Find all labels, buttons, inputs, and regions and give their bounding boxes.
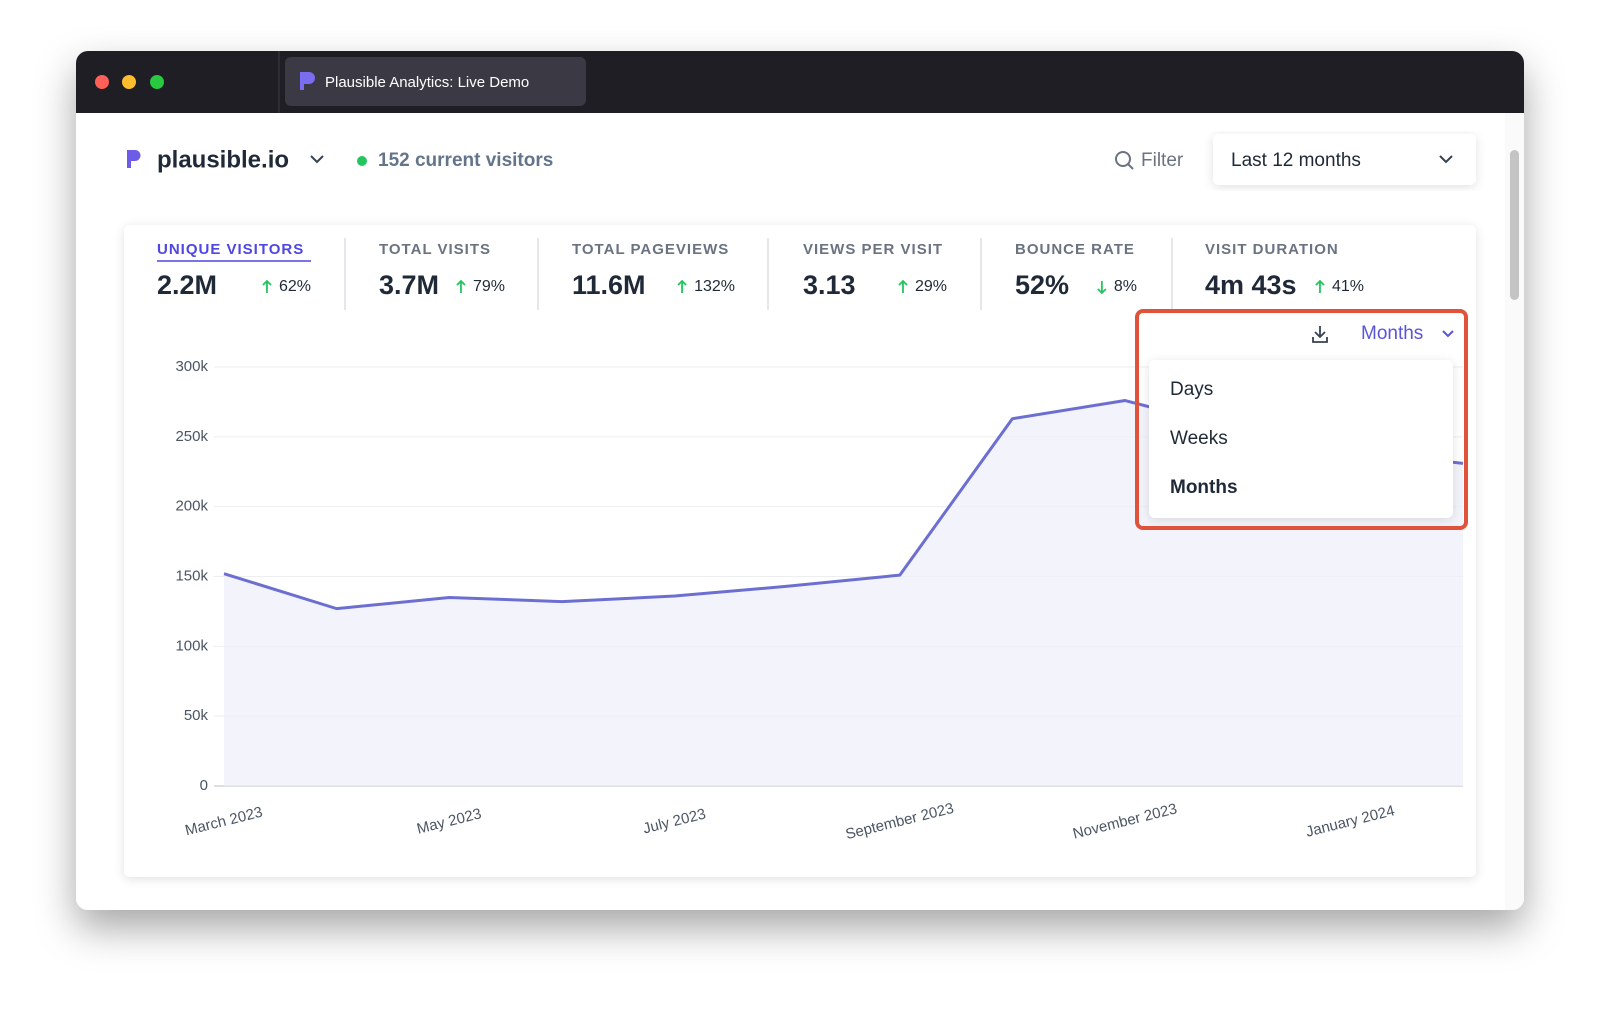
- change-arrow: [677, 279, 687, 293]
- y-tick-label: 300k: [175, 358, 208, 375]
- site-logo: [127, 150, 141, 168]
- metric-label[interactable]: VISIT DURATION: [1205, 241, 1339, 258]
- tab[interactable]: [285, 57, 586, 106]
- tab-icon: [300, 72, 315, 90]
- metric-label[interactable]: TOTAL PAGEVIEWS: [572, 241, 729, 258]
- live-dot: [357, 156, 367, 166]
- filter-icon[interactable]: [1115, 151, 1131, 167]
- metric-value: 3.7M: [379, 270, 439, 300]
- metric-change: 41%: [1332, 278, 1364, 295]
- scroll-thumb[interactable]: [1510, 150, 1519, 300]
- minimize-button[interactable]: [122, 75, 136, 89]
- highlight-box: [1135, 309, 1468, 530]
- period-select[interactable]: [1213, 134, 1476, 185]
- filter-icon-handle: [1127, 163, 1134, 170]
- change-arrow: [262, 279, 272, 293]
- change-arrow: [1315, 279, 1325, 293]
- close-button[interactable]: [95, 75, 109, 89]
- metric-label[interactable]: VIEWS PER VISIT: [803, 241, 943, 258]
- tab-title: Plausible Analytics: Live Demo: [325, 74, 529, 91]
- period-label: Last 12 months: [1231, 150, 1361, 171]
- metric-value: 3.13: [803, 270, 856, 300]
- zoom-button[interactable]: [150, 75, 164, 89]
- y-tick-label: 50k: [184, 707, 209, 724]
- change-arrow: [1097, 281, 1107, 295]
- metric-change: 79%: [473, 278, 505, 295]
- interval-option[interactable]: Days: [1170, 379, 1213, 400]
- interval-option[interactable]: Weeks: [1170, 428, 1228, 449]
- period-chevron: [1439, 155, 1453, 164]
- site-name[interactable]: plausible.io: [157, 146, 289, 173]
- interval-chevron[interactable]: [1442, 330, 1454, 338]
- metric-label[interactable]: TOTAL VISITS: [379, 241, 491, 258]
- scrollbar: [1505, 113, 1524, 910]
- filter-button[interactable]: Filter: [1141, 150, 1184, 171]
- metric-value: 4m 43s: [1205, 270, 1297, 300]
- change-arrow: [898, 279, 908, 293]
- metric-change: 132%: [694, 278, 735, 295]
- metric-value: 2.2M: [157, 270, 217, 300]
- y-tick-label: 250k: [175, 428, 208, 445]
- current-visitors[interactable]: 152 current visitors: [378, 150, 553, 171]
- metric-value: 11.6M: [572, 270, 646, 300]
- metric-change: 62%: [279, 278, 311, 295]
- y-tick-label: 150k: [175, 567, 208, 584]
- y-tick-label: 200k: [175, 498, 208, 515]
- download-icon[interactable]: [1312, 326, 1328, 343]
- y-tick-label: 100k: [175, 637, 208, 654]
- metric-label[interactable]: UNIQUE VISITORS: [157, 241, 304, 258]
- interval-selected[interactable]: Months: [1361, 323, 1423, 344]
- change-arrow: [456, 279, 466, 293]
- interval-option[interactable]: Months: [1170, 477, 1238, 498]
- metric-value: 52%: [1015, 270, 1069, 300]
- metric-change: 29%: [915, 278, 947, 295]
- metric-label[interactable]: BOUNCE RATE: [1015, 241, 1135, 258]
- y-tick-label: 0: [200, 777, 208, 794]
- metric-change: 8%: [1114, 278, 1137, 295]
- site-chevron[interactable]: [310, 155, 324, 164]
- interval-dropdown: [1149, 360, 1453, 518]
